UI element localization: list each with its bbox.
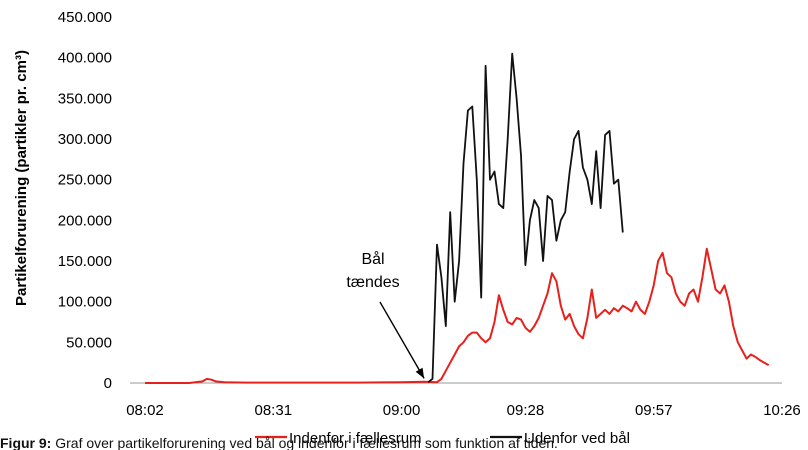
y-tick-label: 450.000 [58,9,112,26]
annotation-arrow [379,301,425,379]
figure-caption: Figur 9: Graf over partikelforurening ve… [0,436,808,450]
y-tick-label: 200.000 [58,212,112,229]
x-tick-label: 08:02 [126,402,164,419]
x-tick-label: 09:28 [507,402,545,419]
series-line-udenfor [427,52,624,383]
legend-label-udenfor: Udenfor ved bål [524,430,630,447]
y-tick-label: 300.000 [58,131,112,148]
y-axis-label: Partikelforurening (partikler pr. cm³) [13,50,30,306]
annotation-line-1: Bål [361,250,384,268]
x-tick-label: 09:00 [383,402,421,419]
y-tick-label: 400.000 [58,50,112,67]
x-axis-ticks: 08:02 08:31 09:00 09:28 09:57 10:26 [126,402,801,419]
x-tick-label: 10:26 [763,402,801,419]
annotation: Bål tændes [346,250,425,379]
y-axis-ticks: 0 50.000 100.000 150.000 200.000 250.000 300.0… [58,9,112,392]
caption-text: Graf over partikelforurening ved bål og … [55,436,558,450]
series-line-indenfor [145,247,770,384]
y-tick-label: 100.000 [58,294,112,311]
y-tick-label: 0 [104,375,112,392]
legend: Indenfor i fællesrum Udenfor ved bål [255,430,630,447]
annotation-arrow-head [415,367,425,379]
series-layer [145,52,770,384]
y-tick-label: 50.000 [66,334,112,351]
y-tick-label: 350.000 [58,90,112,107]
legend-label-indenfor: Indenfor i fællesrum [289,430,422,447]
y-tick-label: 150.000 [58,253,112,270]
x-tick-label: 08:31 [255,402,293,419]
x-tick-label: 09:57 [635,402,673,419]
annotation-line-2: tændes [346,274,399,291]
caption-label: Figur 9: [0,436,52,450]
y-tick-label: 250.000 [58,172,112,189]
